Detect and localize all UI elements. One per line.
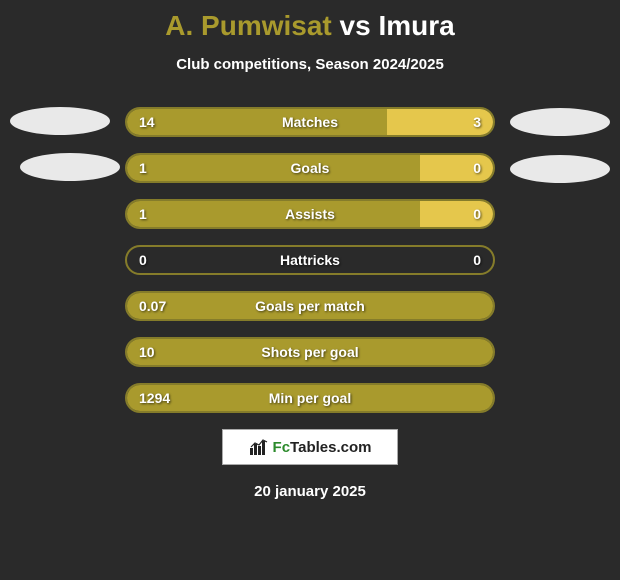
stat-row-metric-label: Goals — [291, 160, 330, 176]
page-title: A. Pumwisat vs Imura — [0, 0, 620, 42]
brand-text-rest: Tables.com — [290, 439, 371, 456]
stat-row-left-value: 1 — [139, 206, 147, 222]
stat-row: 1 Assists 0 — [125, 199, 495, 229]
stat-row-left-value: 1294 — [139, 390, 170, 406]
team-logo-placeholder-right-2 — [510, 155, 610, 183]
stat-row-left-value: 14 — [139, 114, 155, 130]
stat-row: 0 Hattricks 0 — [125, 245, 495, 275]
stat-row-right-fill — [420, 155, 493, 181]
team-logo-placeholder-left-1 — [10, 107, 110, 135]
stat-row-left-fill — [127, 109, 387, 135]
stat-row-left-value: 0 — [139, 252, 147, 268]
stat-row-left-value: 10 — [139, 344, 155, 360]
brand-text: FcTables.com — [273, 439, 372, 456]
stat-row-left-value: 0.07 — [139, 298, 166, 314]
brand-text-prefix: Fc — [273, 439, 291, 456]
stat-row-right-value: 0 — [473, 206, 481, 222]
stat-rows-container: 14 Matches 3 1 Goals 0 1 Assists 0 0 Hattricks 0 0.0… — [125, 107, 495, 413]
comparison-chart: 14 Matches 3 1 Goals 0 1 Assists 0 0 Hattricks 0 0.0… — [0, 107, 620, 413]
stat-row-right-value: 0 — [473, 252, 481, 268]
stat-row-left-fill — [127, 155, 420, 181]
stat-row-metric-label: Shots per goal — [261, 344, 358, 360]
footer-date: 20 january 2025 — [0, 483, 620, 500]
team-logo-placeholder-left-2 — [20, 153, 120, 181]
team-logo-placeholder-right-1 — [510, 108, 610, 136]
title-vs: vs — [340, 10, 371, 41]
stat-row: 14 Matches 3 — [125, 107, 495, 137]
stat-row-right-value: 0 — [473, 160, 481, 176]
stat-row: 1294 Min per goal — [125, 383, 495, 413]
stat-row-left-fill — [127, 201, 420, 227]
stat-row-right-fill — [420, 201, 493, 227]
subtitle: Club competitions, Season 2024/2025 — [0, 56, 620, 73]
stat-row-metric-label: Matches — [282, 114, 338, 130]
stat-row-metric-label: Min per goal — [269, 390, 351, 406]
stat-row-metric-label: Goals per match — [255, 298, 365, 314]
player-right-name: Imura — [378, 10, 454, 41]
stat-row: 1 Goals 0 — [125, 153, 495, 183]
stat-row: 10 Shots per goal — [125, 337, 495, 367]
brand-badge: FcTables.com — [222, 429, 398, 465]
stat-row-metric-label: Assists — [285, 206, 335, 222]
stat-row-right-value: 3 — [473, 114, 481, 130]
player-left-name: A. Pumwisat — [165, 10, 331, 41]
brand-bars-icon — [249, 438, 269, 456]
stat-row-metric-label: Hattricks — [280, 252, 340, 268]
stat-row: 0.07 Goals per match — [125, 291, 495, 321]
stat-row-left-value: 1 — [139, 160, 147, 176]
